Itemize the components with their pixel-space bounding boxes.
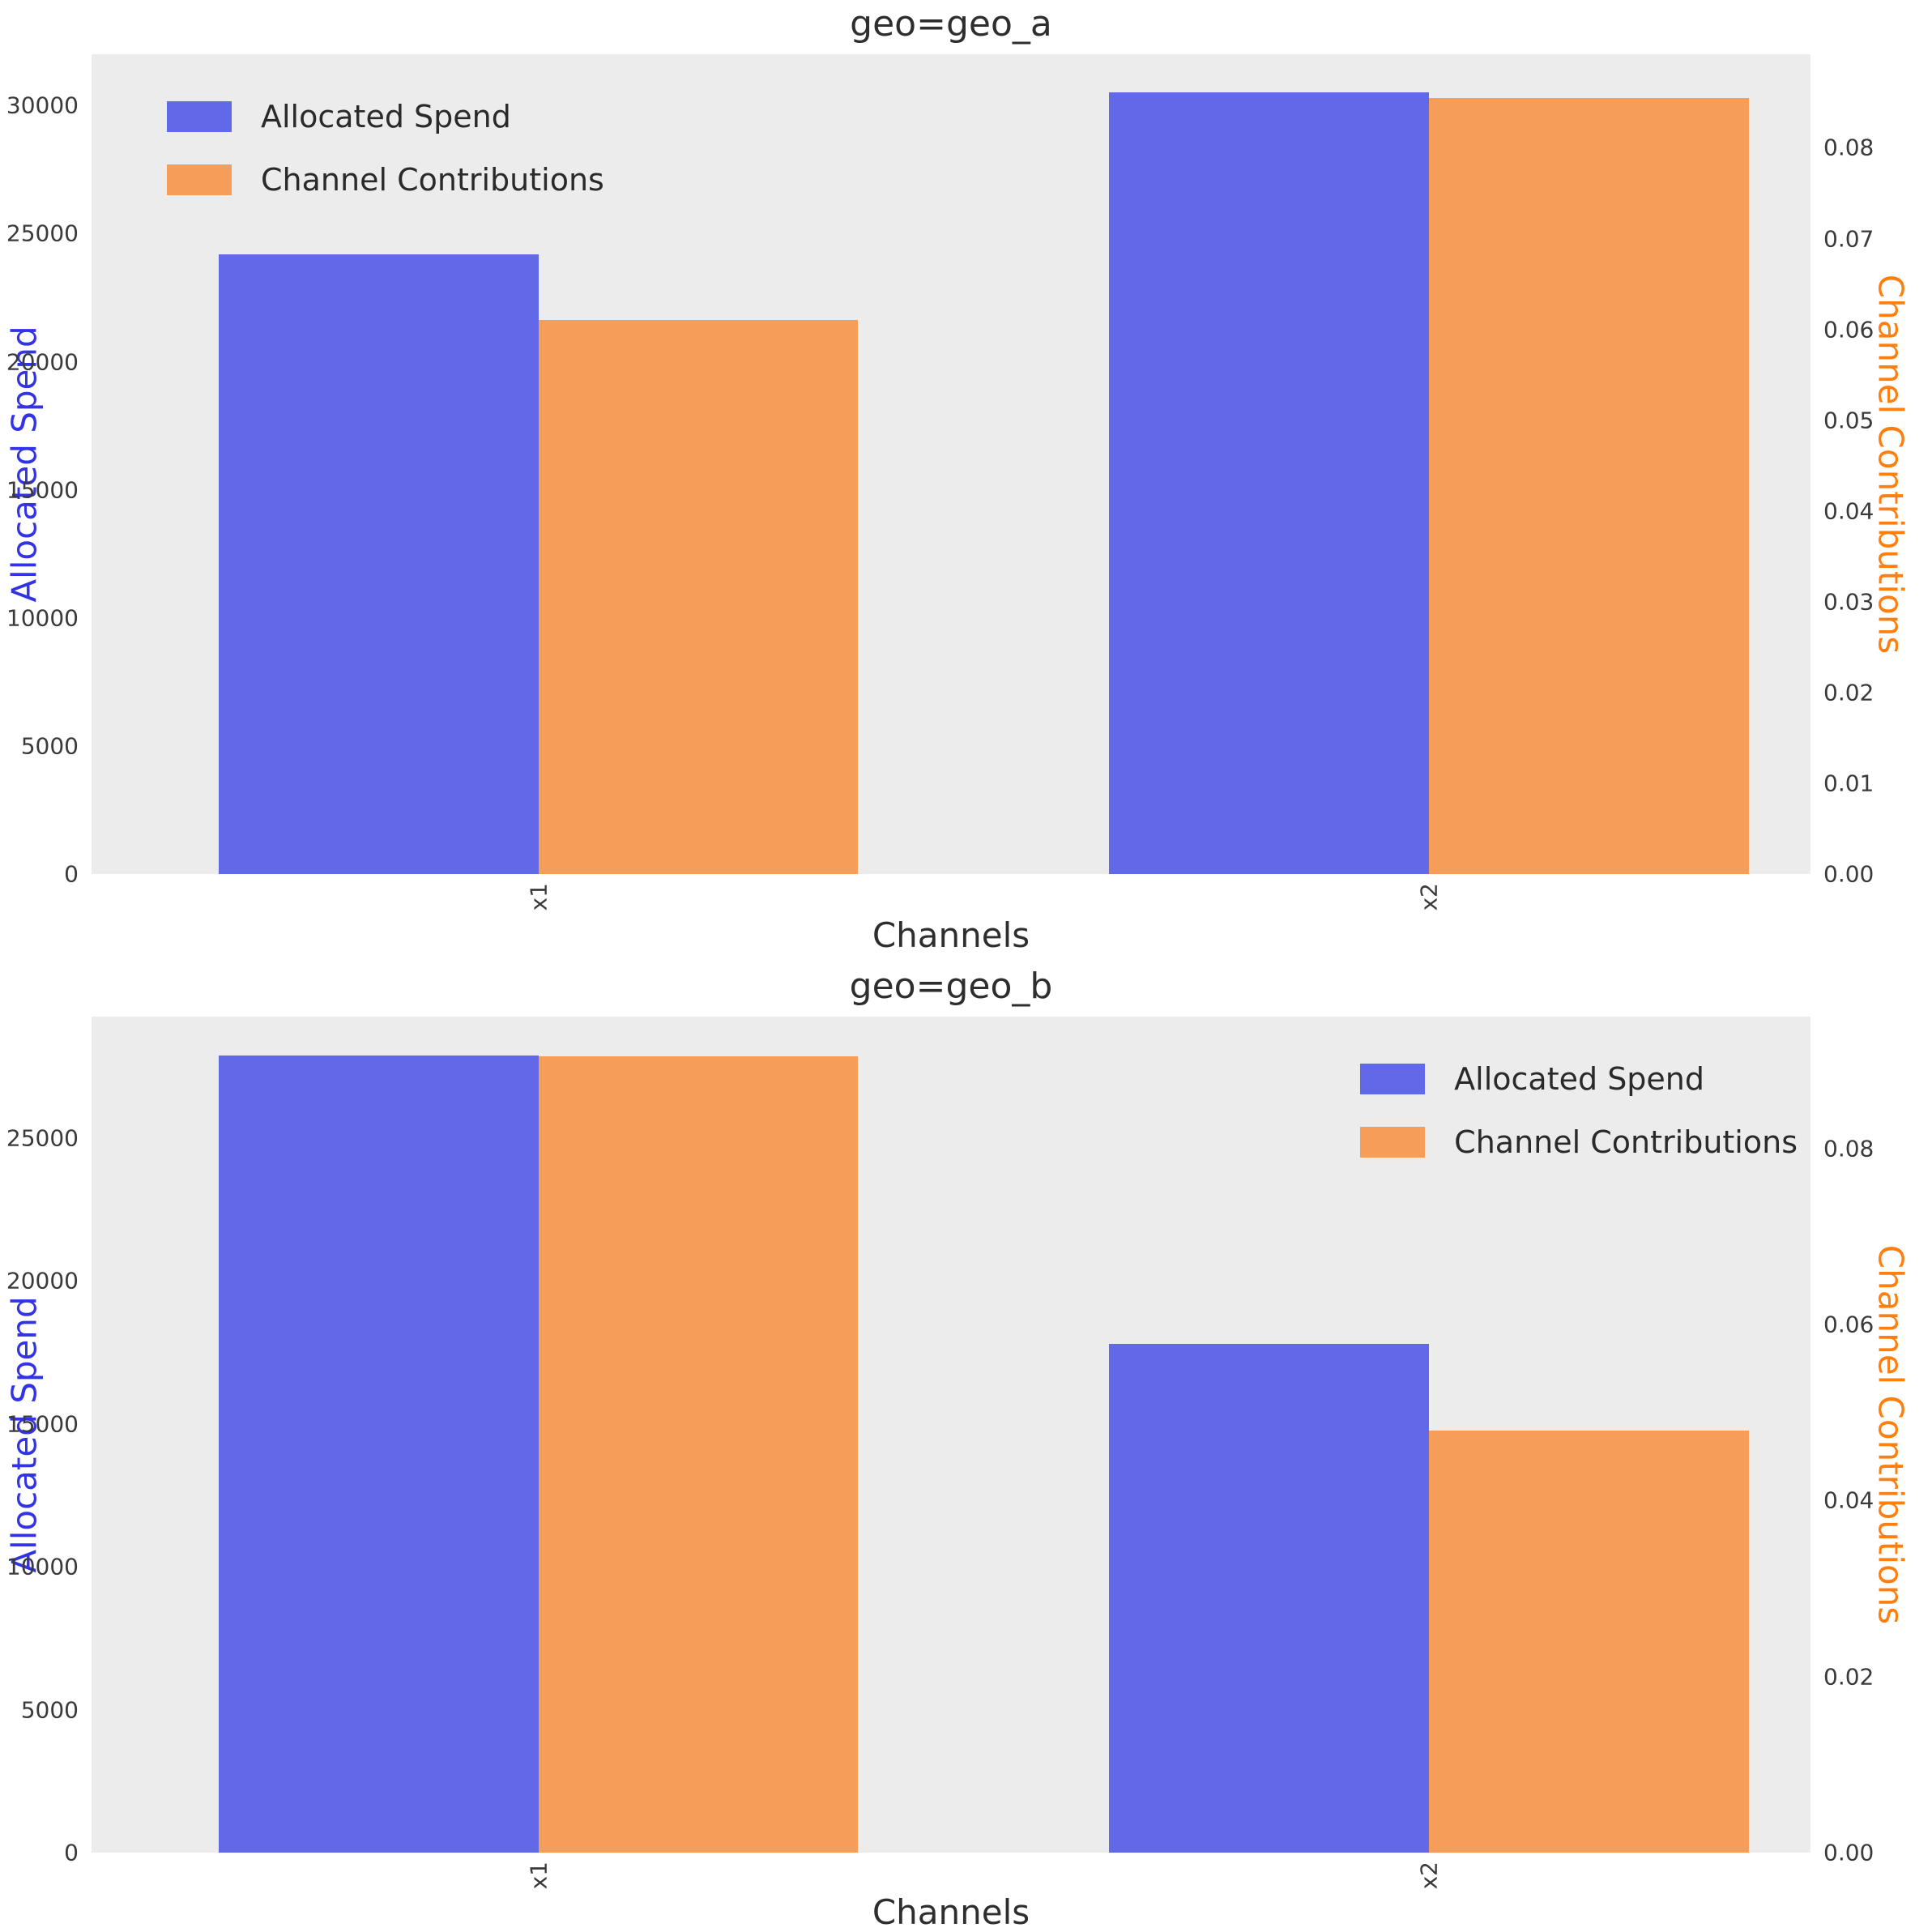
y-tick-left-25000: 25000 xyxy=(6,220,79,247)
y-tick-right-0: 0.00 xyxy=(1823,1839,1874,1866)
legend-row: Channel Contributions xyxy=(167,148,604,211)
y-tick-right-0.07: 0.07 xyxy=(1823,225,1874,252)
y-tick-right-0.02: 0.02 xyxy=(1823,679,1874,706)
y-tick-left-10000: 10000 xyxy=(6,604,79,632)
chart-title: geo=geo_b xyxy=(849,966,1053,1007)
x-axis-ticks: x1 x2 xyxy=(92,883,1810,932)
y-tick-left-5000: 5000 xyxy=(20,1696,79,1724)
x-tick-x2: x2 xyxy=(1415,1862,1443,1890)
y-axis-ticks-left: 0 5000 10000 15000 20000 25000 xyxy=(6,1017,1810,1866)
legend-label: Allocated Spend xyxy=(1454,1061,1705,1097)
legend-row: Allocated Spend xyxy=(167,85,604,148)
y-tick-left-30000: 30000 xyxy=(6,92,79,119)
legend-swatch-channel_contributions xyxy=(1360,1127,1426,1158)
legend-row: Channel Contributions xyxy=(1360,1111,1798,1174)
y-tick-left-0: 0 xyxy=(64,1839,79,1866)
y-tick-left-20000: 20000 xyxy=(6,1267,79,1294)
y-tick-left-15000: 15000 xyxy=(6,1410,79,1438)
x-axis-ticks: x1 x2 xyxy=(92,1862,1810,1910)
y-tick-right-0.02: 0.02 xyxy=(1823,1663,1874,1691)
y-tick-right-0.08: 0.08 xyxy=(1823,1135,1874,1162)
bar-x1-channel-contributions xyxy=(538,320,859,874)
bar-x1-allocated-spend xyxy=(219,254,539,874)
x-tick-x2: x2 xyxy=(1415,883,1443,911)
y-tick-right-0: 0.00 xyxy=(1823,860,1874,888)
y-tick-left-15000: 15000 xyxy=(6,476,79,504)
y-tick-left-0: 0 xyxy=(64,860,79,888)
y-axis-label-right: Channel Contributions xyxy=(1870,274,1911,655)
x-tick-x1: x1 xyxy=(525,883,552,911)
legend: Allocated Spend Channel Contributions xyxy=(1360,1047,1798,1174)
chart-title: geo=geo_a xyxy=(850,3,1052,45)
y-tick-left-25000: 25000 xyxy=(6,1124,79,1152)
legend-swatch-allocated_spend xyxy=(167,101,232,132)
bar-x2-allocated-spend xyxy=(1109,1343,1429,1853)
y-tick-left-10000: 10000 xyxy=(6,1553,79,1580)
y-tick-right-0.05: 0.05 xyxy=(1823,407,1874,434)
y-tick-right-0.08: 0.08 xyxy=(1823,134,1874,161)
y-tick-right-0.06: 0.06 xyxy=(1823,316,1874,343)
y-axis-label-left: Allocated Spend xyxy=(4,1296,45,1573)
bar-x1-allocated-spend xyxy=(219,1055,539,1853)
bar-x2-channel-contributions xyxy=(1428,97,1749,874)
bar-x2-allocated-spend xyxy=(1109,92,1429,874)
legend: Allocated Spend Channel Contributions xyxy=(167,85,604,211)
plot-area: Allocated Spend Channel Contributions xyxy=(92,1017,1810,1853)
legend-row: Allocated Spend xyxy=(1360,1047,1798,1111)
legend-label: Channel Contributions xyxy=(261,162,604,198)
y-tick-right-0.04: 0.04 xyxy=(1823,1486,1874,1514)
y-tick-left-5000: 5000 xyxy=(20,732,79,760)
y-tick-right-0.06: 0.06 xyxy=(1823,1311,1874,1338)
y-tick-right-0.01: 0.01 xyxy=(1823,770,1874,797)
y-axis-ticks-right: 0.00 0.01 0.02 0.03 0.04 0.05 0.06 0.07 0.08 xyxy=(92,54,1874,888)
y-axis-ticks-left: 0 5000 10000 15000 20000 25000 30000 xyxy=(6,54,1810,888)
legend-swatch-allocated_spend xyxy=(1360,1064,1426,1094)
y-axis-ticks-right: 0.00 0.02 0.04 0.06 0.08 xyxy=(92,1017,1874,1866)
x-axis-label: Channels xyxy=(872,915,1030,955)
y-axis-label-right: Channel Contributions xyxy=(1870,1244,1911,1625)
y-axis-label-left: Allocated Spend xyxy=(4,326,45,603)
y-tick-right-0.04: 0.04 xyxy=(1823,497,1874,525)
legend-label: Channel Contributions xyxy=(1454,1124,1798,1160)
legend-swatch-channel_contributions xyxy=(167,164,232,195)
bar-x1-channel-contributions xyxy=(538,1056,859,1853)
legend-label: Allocated Spend xyxy=(261,99,511,134)
bar-x2-channel-contributions xyxy=(1428,1430,1749,1853)
x-axis-label: Channels xyxy=(872,1892,1030,1932)
x-tick-x1: x1 xyxy=(525,1862,552,1890)
y-tick-right-0.03: 0.03 xyxy=(1823,588,1874,616)
y-tick-left-20000: 20000 xyxy=(6,348,79,375)
plot-area: Allocated Spend Channel Contributions xyxy=(92,54,1810,874)
